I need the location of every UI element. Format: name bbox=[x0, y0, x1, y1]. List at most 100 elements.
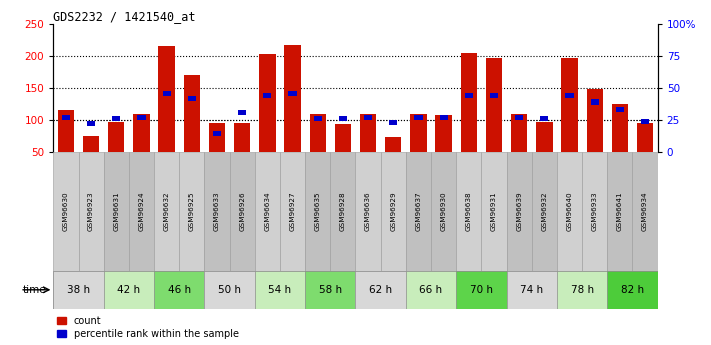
Text: 42 h: 42 h bbox=[117, 285, 141, 295]
Text: GSM96636: GSM96636 bbox=[365, 191, 371, 231]
Text: GSM96930: GSM96930 bbox=[441, 191, 447, 231]
Bar bbox=[314, 116, 322, 121]
Bar bbox=[641, 119, 649, 124]
FancyBboxPatch shape bbox=[255, 271, 305, 309]
FancyBboxPatch shape bbox=[305, 271, 356, 309]
Bar bbox=[163, 90, 171, 96]
Text: GSM96923: GSM96923 bbox=[88, 191, 94, 231]
Bar bbox=[364, 115, 372, 120]
Bar bbox=[137, 115, 146, 120]
Text: 58 h: 58 h bbox=[319, 285, 342, 295]
FancyBboxPatch shape bbox=[154, 271, 205, 309]
Bar bbox=[159, 47, 175, 152]
Bar bbox=[335, 124, 351, 152]
Text: GSM96926: GSM96926 bbox=[239, 191, 245, 231]
Bar bbox=[213, 131, 221, 137]
Legend: count, percentile rank within the sample: count, percentile rank within the sample bbox=[53, 312, 242, 343]
Text: GSM96638: GSM96638 bbox=[466, 191, 472, 231]
Bar bbox=[515, 115, 523, 120]
FancyBboxPatch shape bbox=[607, 152, 633, 271]
Bar bbox=[637, 123, 653, 152]
Text: GSM96925: GSM96925 bbox=[189, 191, 195, 231]
Text: time: time bbox=[23, 285, 46, 295]
FancyBboxPatch shape bbox=[356, 271, 406, 309]
FancyBboxPatch shape bbox=[456, 271, 506, 309]
Bar bbox=[591, 99, 599, 105]
FancyBboxPatch shape bbox=[53, 271, 658, 309]
Text: GSM96924: GSM96924 bbox=[139, 191, 144, 231]
Bar bbox=[209, 123, 225, 152]
FancyBboxPatch shape bbox=[255, 152, 280, 271]
FancyBboxPatch shape bbox=[532, 152, 557, 271]
Text: 66 h: 66 h bbox=[419, 285, 443, 295]
Bar bbox=[133, 114, 149, 152]
Text: GSM96931: GSM96931 bbox=[491, 191, 497, 231]
Text: 50 h: 50 h bbox=[218, 285, 241, 295]
Bar bbox=[339, 116, 347, 121]
FancyBboxPatch shape bbox=[431, 152, 456, 271]
Bar bbox=[536, 122, 552, 152]
Bar bbox=[260, 54, 276, 152]
FancyBboxPatch shape bbox=[230, 152, 255, 271]
Text: GSM96631: GSM96631 bbox=[113, 191, 119, 231]
Bar bbox=[87, 121, 95, 126]
Bar bbox=[284, 45, 301, 152]
Bar bbox=[62, 115, 70, 120]
FancyBboxPatch shape bbox=[205, 271, 255, 309]
Bar bbox=[58, 110, 74, 152]
Bar bbox=[183, 75, 200, 152]
FancyBboxPatch shape bbox=[506, 152, 532, 271]
Bar bbox=[540, 116, 548, 121]
Bar bbox=[389, 120, 397, 125]
Text: 78 h: 78 h bbox=[570, 285, 594, 295]
FancyBboxPatch shape bbox=[481, 152, 506, 271]
Text: GSM96927: GSM96927 bbox=[289, 191, 296, 231]
FancyBboxPatch shape bbox=[129, 152, 154, 271]
Text: GSM96632: GSM96632 bbox=[164, 191, 170, 231]
Text: 82 h: 82 h bbox=[621, 285, 644, 295]
Bar bbox=[112, 116, 120, 121]
FancyBboxPatch shape bbox=[633, 152, 658, 271]
Bar bbox=[360, 114, 376, 152]
Bar bbox=[565, 93, 574, 98]
FancyBboxPatch shape bbox=[356, 152, 380, 271]
FancyBboxPatch shape bbox=[582, 152, 607, 271]
Bar bbox=[385, 137, 402, 152]
FancyBboxPatch shape bbox=[104, 271, 154, 309]
FancyBboxPatch shape bbox=[78, 152, 104, 271]
Text: GSM96633: GSM96633 bbox=[214, 191, 220, 231]
Text: GSM96637: GSM96637 bbox=[415, 191, 422, 231]
Bar bbox=[587, 89, 603, 152]
Bar bbox=[410, 114, 427, 152]
FancyBboxPatch shape bbox=[53, 152, 78, 271]
Bar bbox=[234, 123, 250, 152]
Text: GSM96928: GSM96928 bbox=[340, 191, 346, 231]
FancyBboxPatch shape bbox=[607, 271, 658, 309]
Text: GSM96934: GSM96934 bbox=[642, 191, 648, 231]
Text: 38 h: 38 h bbox=[67, 285, 90, 295]
Bar bbox=[289, 90, 296, 96]
Text: 74 h: 74 h bbox=[520, 285, 543, 295]
Bar bbox=[309, 114, 326, 152]
Bar bbox=[435, 116, 451, 152]
Bar bbox=[486, 58, 502, 152]
FancyBboxPatch shape bbox=[53, 271, 104, 309]
Text: GSM96634: GSM96634 bbox=[264, 191, 270, 231]
Bar bbox=[238, 110, 246, 115]
Bar bbox=[461, 53, 477, 152]
Bar bbox=[415, 115, 422, 120]
Text: 70 h: 70 h bbox=[470, 285, 493, 295]
Bar bbox=[439, 115, 448, 120]
Text: GSM96641: GSM96641 bbox=[617, 191, 623, 231]
FancyBboxPatch shape bbox=[104, 152, 129, 271]
Bar bbox=[83, 136, 100, 152]
FancyBboxPatch shape bbox=[406, 152, 431, 271]
Text: GSM96640: GSM96640 bbox=[567, 191, 572, 231]
Text: GSM96635: GSM96635 bbox=[315, 191, 321, 231]
FancyBboxPatch shape bbox=[205, 152, 230, 271]
Text: GSM96929: GSM96929 bbox=[390, 191, 396, 231]
Text: 54 h: 54 h bbox=[268, 285, 292, 295]
FancyBboxPatch shape bbox=[456, 152, 481, 271]
FancyBboxPatch shape bbox=[380, 152, 406, 271]
FancyBboxPatch shape bbox=[179, 152, 205, 271]
